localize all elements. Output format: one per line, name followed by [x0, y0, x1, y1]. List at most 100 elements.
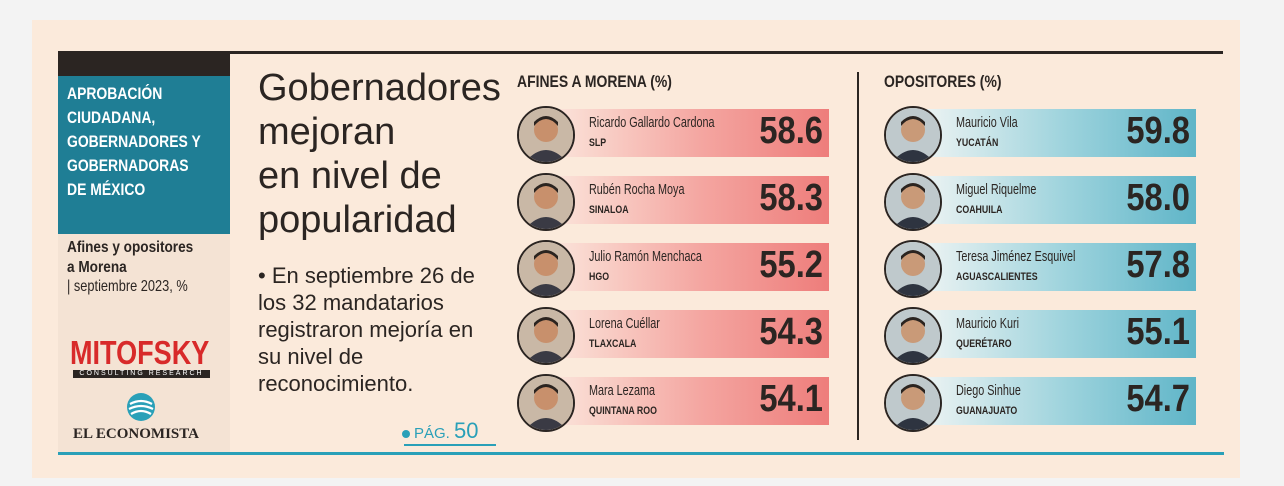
- governor-name: Julio Ramón Menchaca: [589, 248, 702, 265]
- publisher-name: EL ECONOMISTA: [73, 426, 199, 442]
- governor-photo: [884, 374, 942, 432]
- sidebar: APROBACIÓN CIUDADANA, GOBERNADORES Y GOB…: [58, 54, 230, 452]
- headline: Gobernadores mejoran en nivel de popular…: [258, 66, 501, 242]
- value-bar: [549, 243, 829, 291]
- portrait-icon: [886, 376, 940, 430]
- portrait-icon: [886, 309, 940, 363]
- governor-name: Mara Lezama: [589, 382, 656, 399]
- portrait-icon: [519, 175, 573, 229]
- sidebar-header: [58, 76, 230, 234]
- portrait-icon: [519, 309, 573, 363]
- headline-line: Gobernadores: [258, 67, 501, 109]
- portrait-icon: [886, 108, 940, 162]
- sidebar-subtitle-line: Afines y opositores: [67, 239, 194, 256]
- governor-state: TLAXCALA: [589, 338, 637, 350]
- value-bar: [549, 310, 829, 358]
- approval-value: 54.7: [1126, 378, 1190, 420]
- governor-name: Diego Sinhue: [956, 382, 1021, 399]
- sidebar-header-line: GOBERNADORAS: [67, 156, 189, 175]
- sidebar-header-line: GOBERNADORES Y: [67, 132, 201, 151]
- sidebar-date: | septiembre 2023, %: [67, 278, 188, 295]
- governor-row: Lorena Cuéllar TLAXCALA 54.3: [517, 307, 829, 365]
- approval-value: 55.2: [759, 244, 823, 286]
- bottom-rule: [58, 452, 1224, 455]
- sidebar-header-line: CIUDADANA,: [67, 108, 156, 127]
- sidebar-subtitle-line: a Morena: [67, 259, 127, 276]
- page-reference: PÁG. 50: [402, 418, 479, 444]
- governor-name: Lorena Cuéllar: [589, 315, 660, 332]
- sidebar-subtitle: Afines y opositores a Morena: [67, 238, 193, 278]
- approval-value: 59.8: [1126, 110, 1190, 152]
- headline-line: popularidad: [258, 199, 457, 241]
- governor-row: Rubén Rocha Moya SINALOA 58.3: [517, 173, 829, 231]
- governor-row: Teresa Jiménez Esquivel AGUASCALIENTES 57.…: [884, 240, 1196, 298]
- value-bar: [549, 377, 829, 425]
- opositores-title: OPOSITORES (%): [884, 72, 1002, 91]
- governor-photo: [884, 173, 942, 231]
- governor-photo: [884, 240, 942, 298]
- value-bar: [916, 377, 1196, 425]
- value-bar: [549, 109, 829, 157]
- governor-state: SLP: [589, 137, 607, 149]
- governor-name: Mauricio Vila: [956, 114, 1018, 131]
- approval-value: 55.1: [1126, 311, 1190, 353]
- portrait-icon: [519, 242, 573, 296]
- approval-value: 58.0: [1126, 177, 1190, 219]
- governor-name: Teresa Jiménez Esquivel: [956, 248, 1076, 265]
- approval-value: 57.8: [1126, 244, 1190, 286]
- governor-state: QUINTANA ROO: [589, 405, 657, 417]
- sidebar-header-line: DE MÉXICO: [67, 180, 146, 199]
- governor-name: Miguel Riquelme: [956, 181, 1037, 198]
- governor-state: GUANAJUATO: [956, 405, 1018, 417]
- governor-state: AGUASCALIENTES: [956, 271, 1038, 283]
- governor-photo: [517, 240, 575, 298]
- governor-photo: [517, 173, 575, 231]
- governor-state: COAHUILA: [956, 204, 1003, 216]
- column-divider: [857, 72, 859, 440]
- governor-name: Ricardo Gallardo Cardona: [589, 114, 715, 131]
- page-number: 50: [454, 418, 479, 443]
- portrait-icon: [519, 108, 573, 162]
- sidebar-header-title: APROBACIÓN CIUDADANA, GOBERNADORES Y GOB…: [67, 82, 201, 202]
- afines-title: AFINES A MORENA (%): [517, 72, 672, 91]
- governor-row: Julio Ramón Menchaca HGO 55.2: [517, 240, 829, 298]
- portrait-icon: [886, 242, 940, 296]
- governor-name: Mauricio Kuri: [956, 315, 1020, 332]
- top-rule: [58, 51, 1223, 54]
- governor-state: SINALOA: [589, 204, 629, 216]
- mitofsky-tagline: CONSULTING RESEARCH: [73, 370, 210, 378]
- portrait-icon: [519, 376, 573, 430]
- governor-state: QUERÉTARO: [956, 338, 1012, 350]
- governor-photo: [517, 106, 575, 164]
- page-reference-underline: [404, 444, 496, 446]
- value-bar: [916, 243, 1196, 291]
- governor-row: Mauricio Vila YUCATÁN 59.8: [884, 106, 1196, 164]
- governor-state: YUCATÁN: [956, 137, 999, 149]
- page-label: PÁG.: [414, 425, 450, 442]
- sidebar-header-line: APROBACIÓN: [67, 84, 163, 103]
- governor-row: Mauricio Kuri QUERÉTARO 55.1: [884, 307, 1196, 365]
- bullet-text: • En septiembre 26 de los 32 mandatarios…: [258, 263, 475, 396]
- governor-row: Diego Sinhue GUANAJUATO 54.7: [884, 374, 1196, 432]
- governor-state: HGO: [589, 271, 610, 283]
- infographic: APROBACIÓN CIUDADANA, GOBERNADORES Y GOB…: [32, 20, 1240, 478]
- governor-row: Ricardo Gallardo Cardona SLP 58.6: [517, 106, 829, 164]
- bullet-dot-icon: [402, 430, 410, 439]
- value-bar: [916, 109, 1196, 157]
- governor-photo: [517, 374, 575, 432]
- governor-photo: [884, 106, 942, 164]
- approval-value: 58.3: [759, 177, 823, 219]
- value-bar: [549, 176, 829, 224]
- portrait-icon: [886, 175, 940, 229]
- governor-name: Rubén Rocha Moya: [589, 181, 685, 198]
- governor-photo: [517, 307, 575, 365]
- mitofsky-logo: MITOFSKY: [70, 334, 210, 371]
- headline-line: mejoran: [258, 111, 396, 153]
- approval-value: 58.6: [759, 110, 823, 152]
- sidebar-top-bar: [58, 54, 230, 76]
- headline-line: en nivel de: [258, 155, 442, 197]
- el-economista-logo-icon: [127, 393, 155, 421]
- approval-value: 54.1: [759, 378, 823, 420]
- governor-row: Miguel Riquelme COAHUILA 58.0: [884, 173, 1196, 231]
- governor-row: Mara Lezama QUINTANA ROO 54.1: [517, 374, 829, 432]
